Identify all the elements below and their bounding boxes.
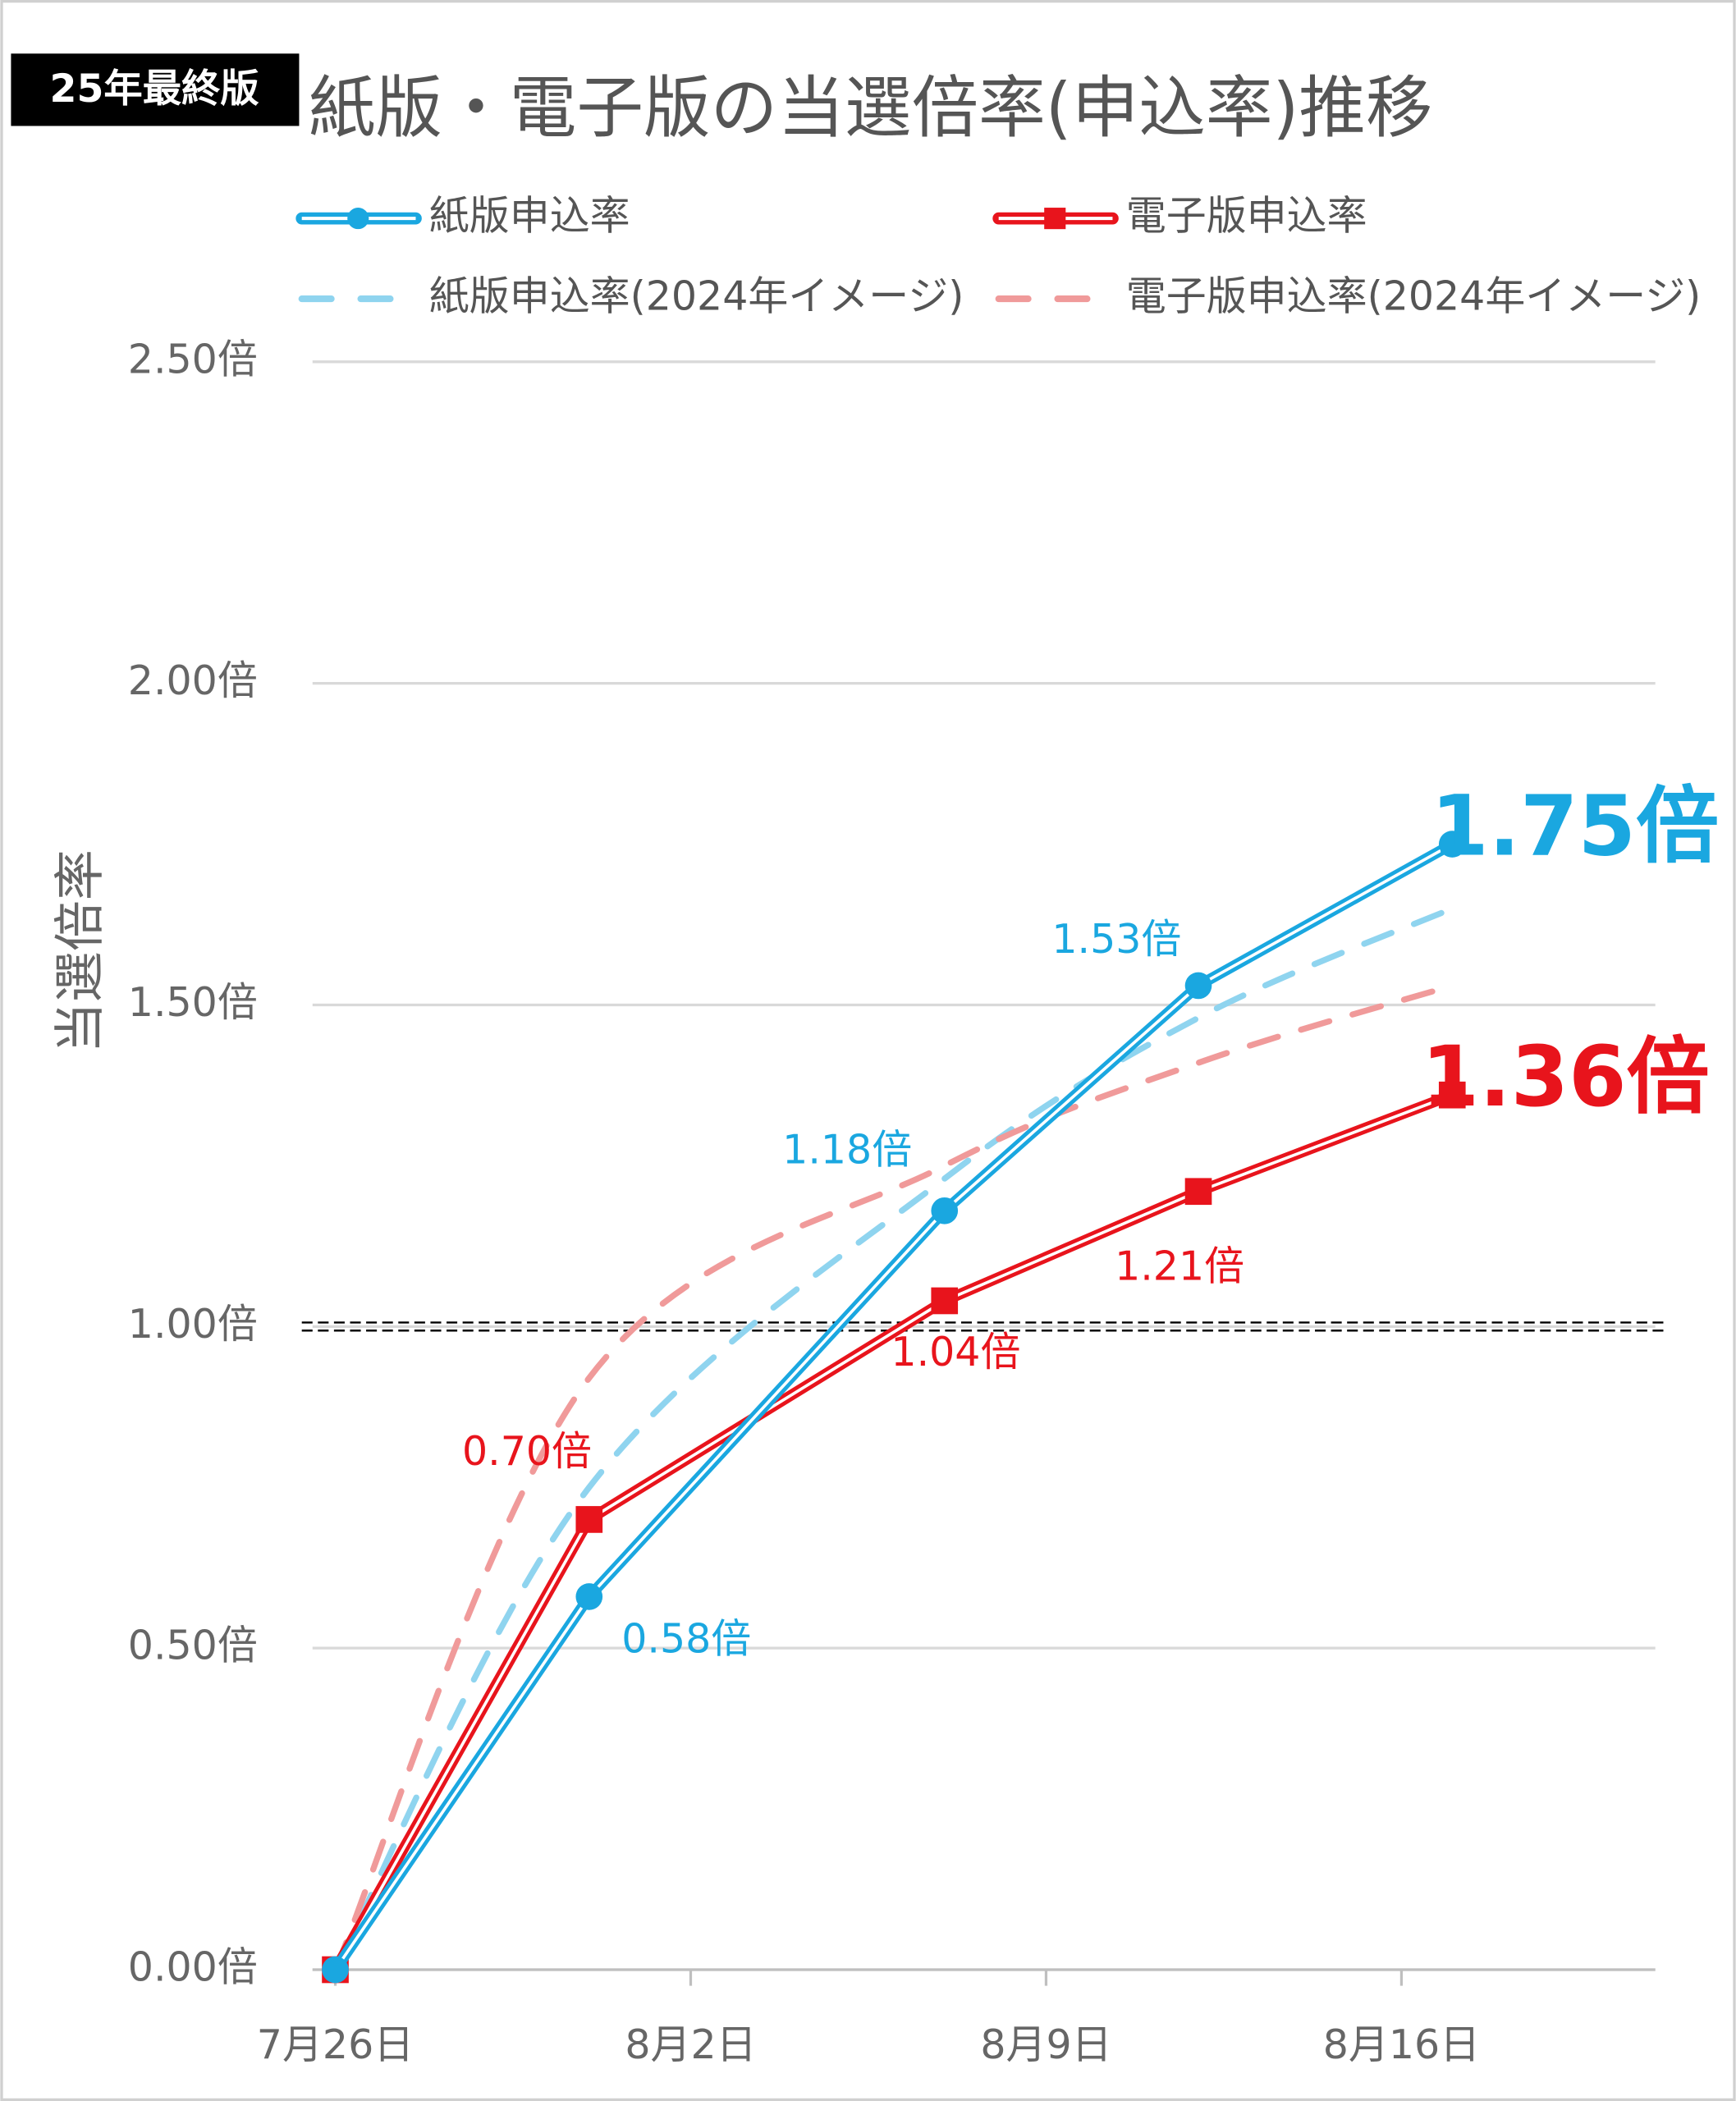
badge: 25年最終版 xyxy=(50,66,259,112)
y-tick-label: 2.00倍 xyxy=(128,657,258,704)
legend-label: 電子版申込率 xyxy=(1126,193,1367,240)
data-label: 1.21倍 xyxy=(1115,1243,1244,1290)
y-tick-label: 1.50倍 xyxy=(128,979,258,1026)
data-label: 1.18倍 xyxy=(782,1127,912,1174)
series-line xyxy=(332,905,1455,1973)
legend-label: 紙版申込率 xyxy=(429,193,630,240)
y-tick-label: 0.00倍 xyxy=(128,1944,258,1991)
point xyxy=(575,1506,603,1533)
x-tick-label: 7月26日 xyxy=(257,2021,414,2068)
y-axis-label: 当選倍率 xyxy=(50,849,110,1053)
data-label: 1.75倍 xyxy=(1431,778,1719,875)
point xyxy=(575,1583,603,1610)
x-tick-label: 8月2日 xyxy=(625,2021,756,2068)
chart-title: 紙版・電子版の当選倍率(申込率)推移 xyxy=(309,70,1433,148)
badge-box xyxy=(11,53,300,126)
y-tick-label: 2.50倍 xyxy=(128,336,258,382)
data-label: 0.58倍 xyxy=(621,1615,751,1662)
x-tick-label: 8月16日 xyxy=(1323,2021,1480,2068)
data-label: 1.53倍 xyxy=(1051,916,1181,963)
point xyxy=(1438,1081,1466,1109)
legend-marker xyxy=(347,208,369,230)
point xyxy=(1184,972,1212,1000)
data-label: 0.70倍 xyxy=(462,1428,592,1475)
point xyxy=(931,1287,959,1315)
data-label: 1.04倍 xyxy=(891,1329,1020,1375)
point xyxy=(322,1956,349,1984)
y-tick-label: 1.00倍 xyxy=(128,1301,258,1348)
x-tick-label: 8月9日 xyxy=(980,2021,1111,2068)
series-line xyxy=(332,982,1455,1973)
data-label: 1.36倍 xyxy=(1422,1028,1710,1125)
point xyxy=(931,1197,959,1224)
point xyxy=(1184,1178,1212,1206)
legend-marker xyxy=(1044,208,1066,230)
legend-label: 電子版申込率(2024年イメージ) xyxy=(1126,273,1702,320)
legend-label: 紙版申込率(2024年イメージ) xyxy=(429,273,964,320)
point xyxy=(1438,831,1466,858)
y-tick-label: 0.50倍 xyxy=(128,1623,258,1669)
